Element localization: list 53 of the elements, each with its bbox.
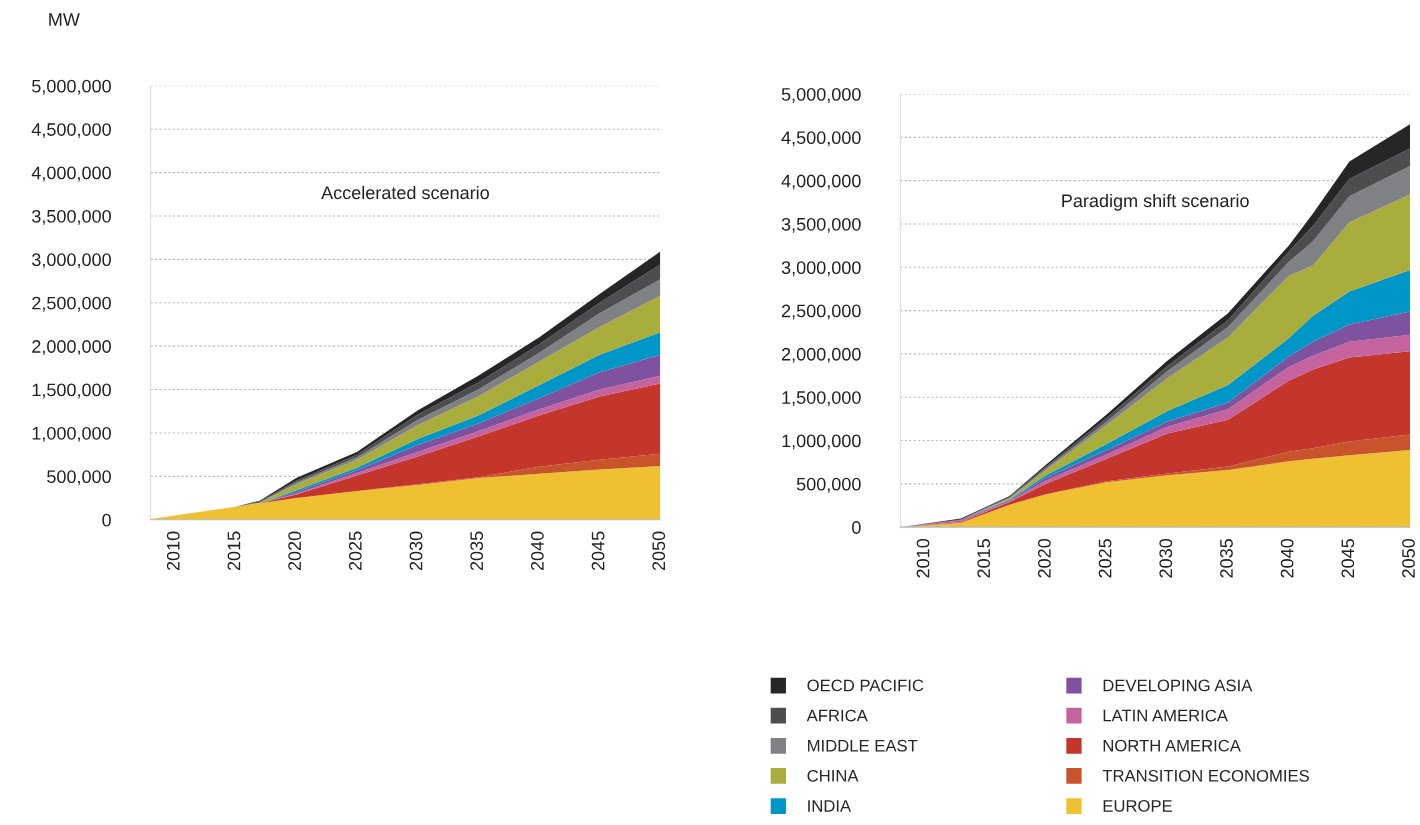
y-tick-label: 4,500,000 <box>781 131 861 147</box>
x-tick-label: 2010 <box>166 531 180 571</box>
legend-label: INDIA <box>808 800 852 812</box>
legend-label: AFRICA <box>806 709 868 722</box>
x-tick-label: 2020 <box>1037 538 1051 578</box>
legend-label: MIDDLE EAST <box>808 739 918 752</box>
y-tick-label: 3,000,000 <box>781 261 861 277</box>
y-tick-label: 2,500,000 <box>32 296 111 312</box>
x-tick-label: 2015 <box>977 539 991 578</box>
text: Paradigm shift scenario <box>1062 193 1249 211</box>
y-tick-label: 2,000,000 <box>32 340 111 356</box>
legend-label: CHINA <box>807 769 859 782</box>
y-tick-label: 3,000,000 <box>32 253 111 269</box>
legend-label: NORTH AMERICA <box>1103 739 1241 752</box>
x-tick-label: 2050 <box>1402 538 1415 578</box>
y-axis-title: MW <box>49 13 80 26</box>
y-tick-label: 2,500,000 <box>781 304 861 320</box>
x-tick-label: 2040 <box>530 531 544 571</box>
text: Accelerated scenario <box>321 185 489 200</box>
legend-label: OECD PACIFIC <box>807 679 924 692</box>
legend-label: LATIN AMERICA <box>1103 709 1228 722</box>
y-tick-label: 4,500,000 <box>31 123 111 139</box>
x-tick-label: 2010 <box>916 538 930 578</box>
x-tick-label: 2035 <box>470 531 484 571</box>
y-tick-label: 500,000 <box>796 477 861 493</box>
legend-label: TRANSITION ECONOMIES <box>1102 769 1309 782</box>
y-tick-label: 500,000 <box>47 470 111 486</box>
x-tick-label: 2025 <box>1098 539 1112 578</box>
y-tick-label: 1,500,000 <box>782 391 861 407</box>
legend-label: EUROPE <box>1103 800 1172 812</box>
y-tick-label: 1,000,000 <box>782 434 861 450</box>
y-tick-label: 4,000,000 <box>781 174 861 190</box>
x-tick-label: 2030 <box>1159 538 1173 578</box>
x-tick-label: 2035 <box>1220 539 1233 578</box>
x-tick-label: 2045 <box>591 531 605 571</box>
legend-label: DEVELOPING ASIA <box>1103 679 1253 692</box>
x-tick-label: 2015 <box>227 531 241 571</box>
y-tick-label: 5,000,000 <box>781 87 861 103</box>
x-tick-label: 2025 <box>348 531 362 571</box>
y-tick-label: 1,500,000 <box>32 383 111 399</box>
y-tick-label: 1,000,000 <box>32 426 111 442</box>
y-tick-label: 3,500,000 <box>781 217 861 233</box>
x-tick-label: 2050 <box>652 531 666 571</box>
y-tick-label: 3,500,000 <box>32 209 111 225</box>
y-tick-label: 5,000,000 <box>32 79 111 95</box>
y-tick-label: 4,000,000 <box>31 166 111 182</box>
x-tick-label: 2045 <box>1341 539 1355 578</box>
y-tick-label: 0 <box>102 513 111 527</box>
x-tick-label: 2020 <box>288 531 302 571</box>
y-tick-label: 0 <box>852 521 861 534</box>
y-tick-label: 2,000,000 <box>781 347 861 363</box>
x-tick-label: 2030 <box>409 531 423 571</box>
x-tick-label: 2040 <box>1280 538 1294 578</box>
